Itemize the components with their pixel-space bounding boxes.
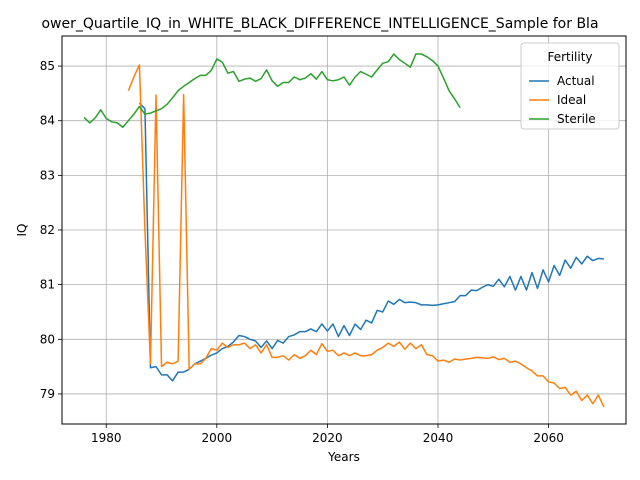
y-tick-label: 81 [40, 278, 55, 292]
legend-box [520, 42, 620, 130]
x-tick-label: 2040 [423, 431, 454, 445]
x-tick-label: 2060 [533, 431, 564, 445]
x-tick-label: 2000 [202, 431, 233, 445]
legend-label-sterile: Sterile [557, 112, 596, 126]
series-line-ideal [127, 64, 605, 408]
legend-label-actual: Actual [557, 74, 595, 88]
y-tick-label: 82 [40, 223, 55, 237]
series-line-sterile [83, 53, 461, 129]
y-tick-label: 85 [40, 59, 55, 73]
legend-items: Actual Ideal Sterile [529, 74, 596, 126]
y-tick-label: 83 [40, 168, 55, 182]
y-tick-label: 80 [40, 332, 55, 346]
legend-title: Fertility [547, 50, 592, 64]
chart-title: ower_Quartile_IQ_in_WHITE_BLACK_DIFFEREN… [41, 16, 598, 32]
y-tick-label: 84 [40, 114, 55, 128]
x-axis-ticks: 1980 2000 2020 2040 2060 [91, 424, 564, 445]
legend-label-ideal: Ideal [557, 93, 586, 107]
series-layer [83, 53, 605, 408]
y-axis-ticks: 79 80 81 82 83 84 85 [40, 59, 62, 401]
y-tick-label: 79 [40, 387, 55, 401]
x-tick-label: 1980 [91, 431, 122, 445]
x-axis-title: Years [327, 450, 360, 464]
legend: Fertility Actual Ideal Sterile [520, 42, 620, 130]
x-tick-label: 2020 [312, 431, 343, 445]
series-line-actual [138, 102, 604, 382]
y-axis-title: IQ [15, 224, 29, 237]
